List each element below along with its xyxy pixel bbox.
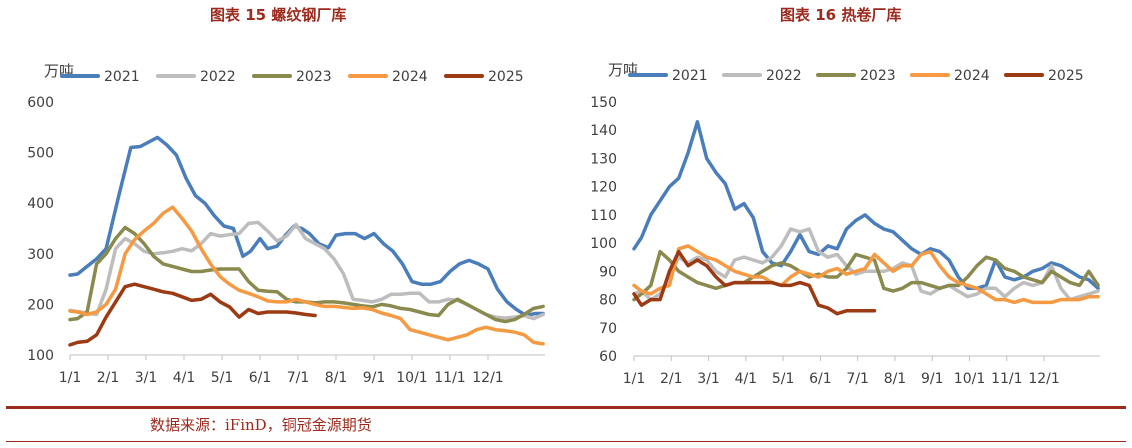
legend-label-2025: 2025 xyxy=(488,69,524,85)
x-tick-label: 5/1 xyxy=(772,371,795,387)
chart-rebar: 100 200 300 400 500 600 1/1 2/1 3/1 4/1 5/1 6/1 7/1 8… xyxy=(27,62,545,386)
y-tick-label: 80 xyxy=(599,293,617,309)
legend-label-2022: 2022 xyxy=(766,68,802,84)
legend-label-2024: 2024 xyxy=(954,68,990,84)
x-tick-label: 7/1 xyxy=(846,371,869,387)
series-line-2021 xyxy=(68,135,545,318)
y-tick-label: 110 xyxy=(590,208,617,224)
x-tick-label: 8/1 xyxy=(884,371,907,387)
x-tick-label: 7/1 xyxy=(287,370,310,386)
x-tick-label: 8/1 xyxy=(325,370,348,386)
x-tick-label: 12/1 xyxy=(472,370,503,386)
y-tick-label: 60 xyxy=(599,349,617,365)
legend-label-2024: 2024 xyxy=(392,69,428,85)
y-tick-label: 200 xyxy=(27,297,54,313)
series-line-2025 xyxy=(632,249,877,316)
x-tick-label: 4/1 xyxy=(735,371,758,387)
series-line-2021 xyxy=(632,120,1100,291)
x-tick-label: 10/1 xyxy=(396,370,427,386)
series-line-2024 xyxy=(68,205,545,346)
y-tick-label: 100 xyxy=(590,236,617,252)
x-tick-label: 6/1 xyxy=(249,370,272,386)
x-tick-label: 9/1 xyxy=(921,371,944,387)
legend-label-2022: 2022 xyxy=(200,69,236,85)
y-tick-label: 90 xyxy=(599,264,617,280)
footer-rule-thin xyxy=(6,441,1126,442)
series-line-2025 xyxy=(68,282,317,347)
x-tick-label: 3/1 xyxy=(135,370,158,386)
x-tick-label: 4/1 xyxy=(173,370,196,386)
y-tick-label: 140 xyxy=(590,123,617,139)
y-tick-label: 300 xyxy=(27,247,54,263)
chart-title-rebar: 图表 15 螺纹钢厂库 xyxy=(210,6,347,24)
y-tick-label: 500 xyxy=(27,146,54,162)
legend-label-2021: 2021 xyxy=(672,68,708,84)
y-tick-label: 600 xyxy=(27,95,54,111)
series-line-2024 xyxy=(632,244,1100,305)
y-tick-label: 400 xyxy=(27,196,54,212)
x-tick-label: 6/1 xyxy=(809,371,832,387)
footer-rule-thick xyxy=(6,406,1126,409)
series-line-2022 xyxy=(632,227,1100,302)
y-tick-label: 130 xyxy=(590,151,617,167)
x-tick-label: 2/1 xyxy=(660,371,683,387)
series-line-2023 xyxy=(68,225,545,324)
series-line-2022 xyxy=(68,220,545,321)
x-tick-label: 11/1 xyxy=(991,371,1022,387)
chart-hotcoil: 60 70 80 90 100 110 120 130 140 150 1/1 2/1 3/1 4/1 5/… xyxy=(590,61,1100,387)
y-tick-label: 70 xyxy=(599,321,617,337)
x-tick-label: 2/1 xyxy=(97,370,120,386)
y-tick-label: 120 xyxy=(590,180,617,196)
x-tick-label: 11/1 xyxy=(434,370,465,386)
legend-label-2023: 2023 xyxy=(296,69,332,85)
series-line-2023 xyxy=(632,249,1100,302)
x-tick-label: 1/1 xyxy=(59,370,82,386)
x-tick-label: 10/1 xyxy=(954,371,985,387)
legend-label-2021: 2021 xyxy=(104,69,140,85)
y-tick-label: 100 xyxy=(27,348,54,364)
x-tick-label: 1/1 xyxy=(623,371,646,387)
legend-label-2025: 2025 xyxy=(1048,68,1084,84)
x-tick-label: 3/1 xyxy=(697,371,720,387)
chart-title-hot-coil: 图表 16 热卷厂库 xyxy=(780,6,902,24)
legend-label-2023: 2023 xyxy=(860,68,896,84)
y-tick-label: 150 xyxy=(590,95,617,111)
source-note: 数据来源：iFinD，铜冠金源期货 xyxy=(150,416,372,434)
x-tick-label: 9/1 xyxy=(363,370,386,386)
x-tick-label: 12/1 xyxy=(1028,371,1059,387)
x-tick-label: 5/1 xyxy=(211,370,234,386)
